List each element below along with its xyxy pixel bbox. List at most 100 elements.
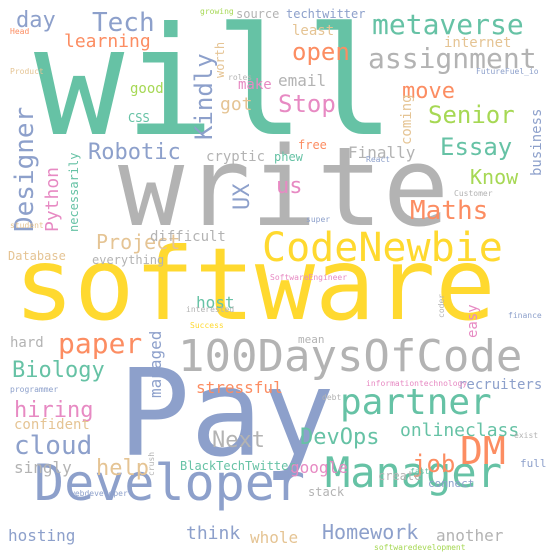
word-know: Know [470, 165, 519, 189]
word-email: email [278, 71, 327, 90]
word-software: software [14, 226, 496, 343]
word-next: Next [212, 428, 265, 453]
word-full: full [520, 457, 547, 470]
word-whole: whole [250, 528, 299, 547]
word-coder: coder [437, 293, 446, 318]
word-think: think [186, 523, 241, 544]
word-will: will [34, 0, 396, 170]
word-biology: Biology [12, 358, 105, 383]
word-product: Product [10, 67, 44, 76]
word-debt: debt [322, 393, 342, 402]
word-hosting: hosting [8, 526, 76, 545]
word-webdeveloper: webdeveloper [70, 489, 128, 498]
word-customer: Customer [454, 189, 493, 198]
word-open: open [292, 38, 350, 66]
word-business: business [529, 108, 545, 176]
word-database: Database [8, 249, 66, 263]
word-host: host [196, 293, 235, 312]
word-softwareengineer: SoftwareEngineer [270, 273, 348, 282]
word-partner: partner [340, 382, 492, 423]
word-exist: exist [514, 431, 539, 440]
word-us: us [276, 174, 303, 199]
word-react: React [366, 155, 391, 164]
word-onlineclass: onlineclass [400, 420, 520, 441]
word-python: Python [42, 166, 63, 232]
word-robotic: Robotic [88, 140, 181, 165]
word-paper: paper [58, 327, 143, 360]
word-another: another [436, 526, 504, 545]
word-mean: mean [298, 333, 325, 346]
word-softwaredevelopment: softwaredevelopment [374, 543, 466, 552]
word-cryptic: cryptic [206, 149, 266, 165]
word-move: move [402, 79, 455, 104]
word-growing: growing [200, 7, 234, 16]
word-informationtechnology: informationtechnology [366, 379, 468, 388]
word-100daysofcode: 100DaysOfCode [178, 331, 523, 382]
word-blacktechtwitter: BlackTechTwitter [180, 459, 296, 473]
word-stressful: stressful [196, 378, 283, 397]
word-stack: stack [308, 485, 345, 499]
word-finally: Finally [348, 143, 416, 162]
word-css: CSS [128, 111, 150, 125]
word-google: google [290, 458, 348, 477]
word-devops: DevOps [300, 425, 380, 450]
word-senior: Senior [428, 101, 515, 129]
word-write: write [118, 123, 450, 251]
word-essay: Essay [440, 133, 513, 161]
word-maths: Maths [410, 196, 489, 226]
word-recruiters: recruiters [458, 377, 543, 393]
word-singly: singly [14, 458, 72, 477]
word-create: create [378, 469, 422, 483]
word-manager: Manager [325, 448, 503, 497]
word-good: good [130, 81, 164, 97]
word-tech: Tech [92, 8, 155, 38]
word-internet: internet [444, 35, 512, 51]
word-developer: Developer [34, 454, 305, 512]
word-crush: crush [147, 451, 156, 476]
word-help: help [96, 456, 149, 481]
word-managed: managed [146, 330, 165, 398]
word-phew: phew [274, 150, 303, 164]
word-everything: everything [92, 253, 165, 267]
word-coming: coming [399, 94, 415, 145]
word-easy: easy [465, 304, 481, 338]
word-project: Project [96, 230, 181, 254]
word-got: got [220, 94, 253, 115]
word-hard: hard [10, 335, 44, 351]
word-worth: worth [213, 41, 227, 78]
word-student: student [10, 221, 44, 230]
word-metaverse: metaverse [372, 8, 524, 41]
word-free: free [298, 138, 327, 152]
word-designer: Designer [10, 106, 40, 232]
word-least: least [292, 23, 335, 39]
word-interested: interested [186, 305, 235, 314]
word-homework: Homework [322, 520, 419, 544]
word-ux: UX [230, 183, 255, 211]
word-roles: roles [228, 73, 253, 82]
word-hiring: hiring [14, 398, 94, 423]
word-head: Head [10, 27, 30, 36]
word-dm: DM [460, 429, 506, 473]
word-day: day [16, 8, 56, 33]
word-difficult: difficult [150, 229, 226, 245]
word-fast: fast [410, 467, 430, 476]
word-finance: finance [508, 311, 542, 320]
word-super: super [306, 215, 331, 224]
word-connect: connect [428, 477, 475, 490]
word-source: source [236, 7, 280, 21]
word-assignment: assignment [368, 42, 537, 75]
word-stop: Stop [278, 90, 336, 118]
word-codenewbie: CodeNewbie [262, 225, 503, 271]
word-cloud: cloud [14, 431, 93, 461]
word-necessarily: necessarily [67, 152, 81, 232]
word-confident: confident [14, 417, 90, 433]
word-futurefuel-io: FutureFuel_io [476, 67, 539, 76]
word-learning: learning [64, 31, 151, 52]
word-programmer: programmer [10, 385, 59, 394]
word-success: Success [190, 321, 224, 330]
word-make: make [238, 77, 272, 93]
word-techtwitter: techtwitter [286, 7, 366, 21]
word-job: job [412, 450, 456, 478]
word-pay: Pay [118, 345, 335, 484]
